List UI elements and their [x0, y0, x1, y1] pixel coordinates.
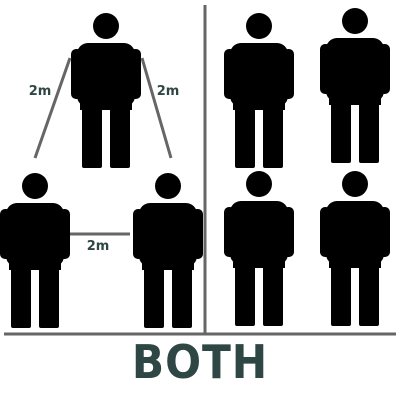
person-figure	[71, 13, 141, 168]
person-figure	[320, 8, 390, 163]
left-panel: 2m 2m 2m	[0, 13, 203, 328]
distance-line	[140, 57, 173, 159]
distance-label: 2m	[157, 84, 180, 99]
distance-label: 2m	[87, 239, 110, 254]
distance-label: 2m	[29, 84, 52, 99]
right-panel	[224, 8, 390, 326]
person-figure	[320, 171, 390, 326]
person-figure	[133, 173, 203, 328]
caption-text: BOTH	[131, 335, 269, 389]
person-figure	[224, 13, 294, 168]
distance-line	[33, 57, 72, 159]
person-figure	[224, 171, 294, 326]
person-figure	[0, 173, 70, 328]
